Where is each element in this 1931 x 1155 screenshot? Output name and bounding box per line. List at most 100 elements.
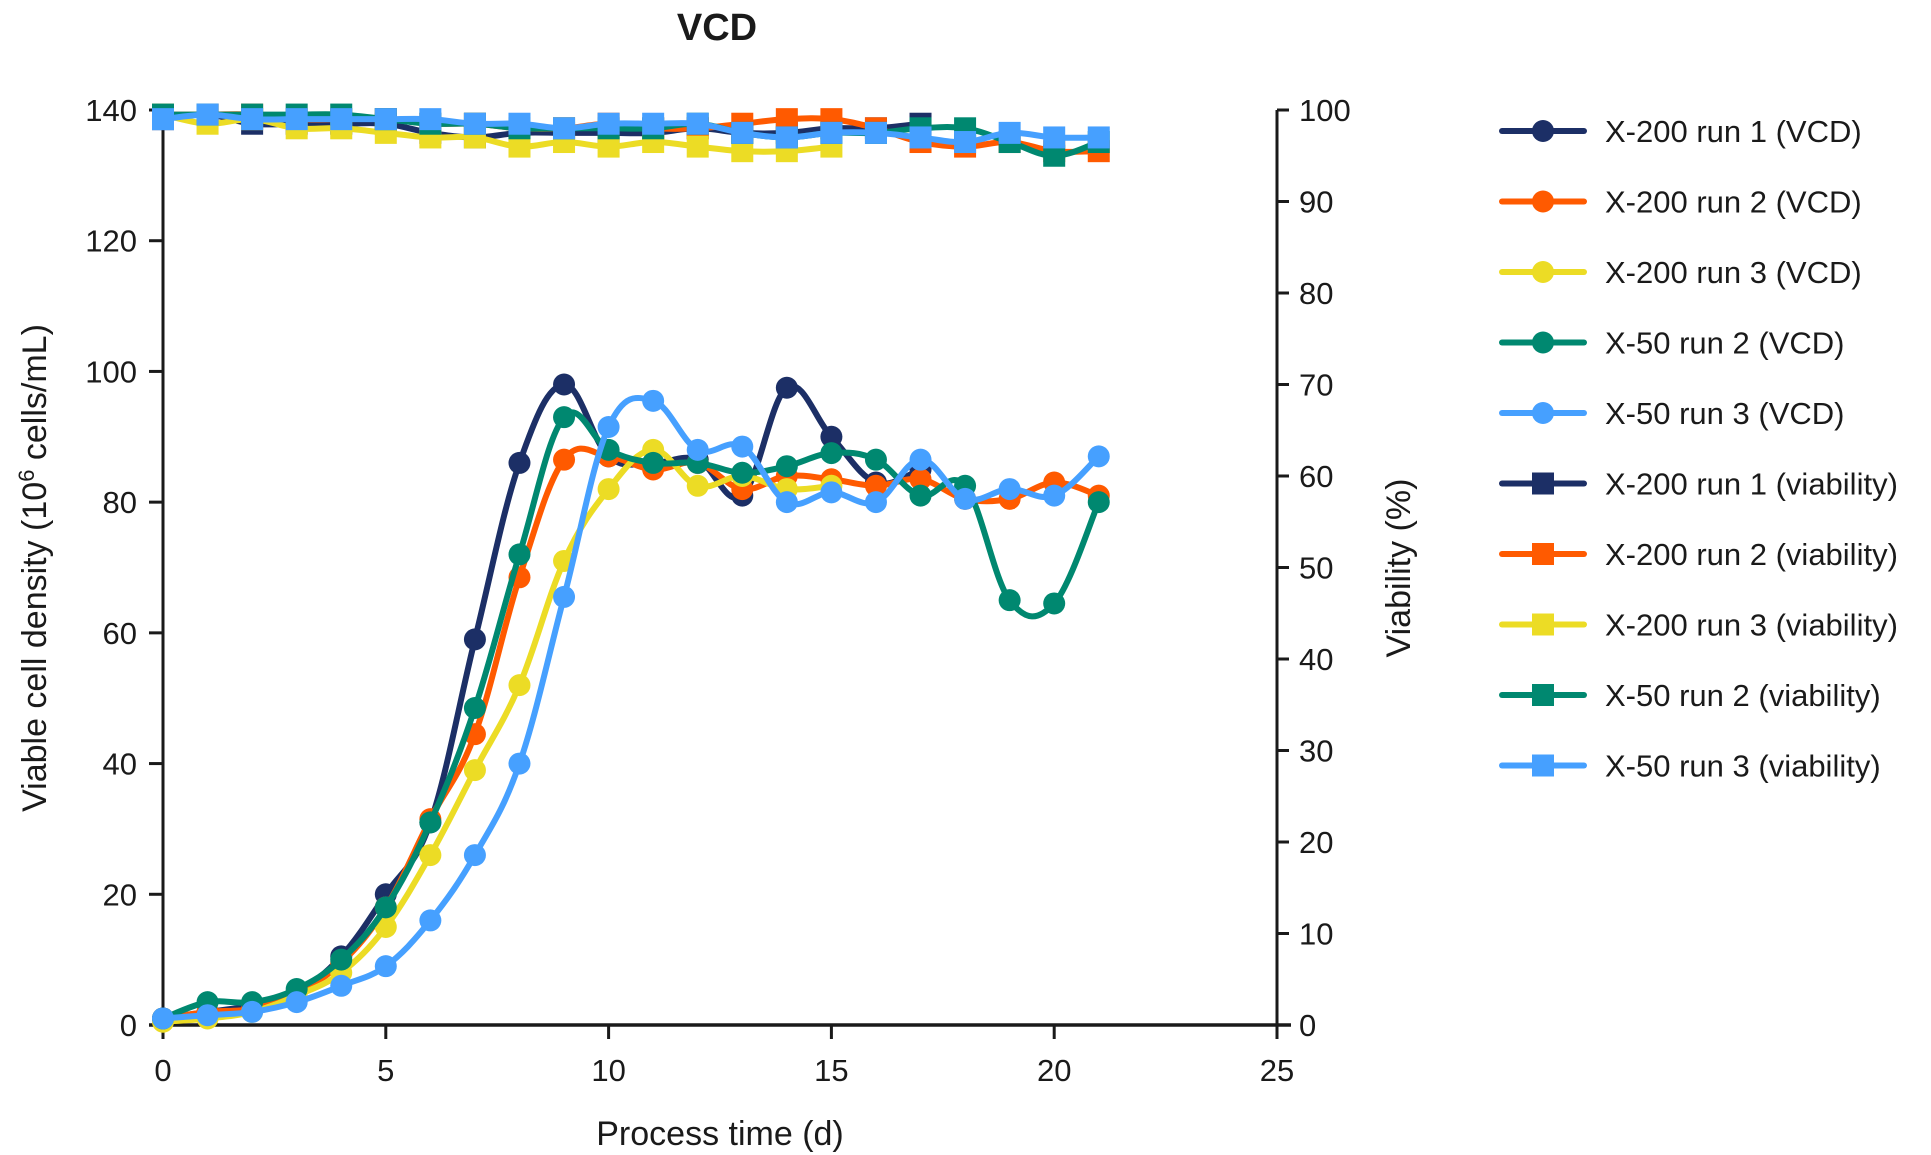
data-point-circle [820, 481, 843, 504]
data-point-circle [642, 389, 665, 412]
data-point-square [553, 117, 576, 140]
x-tick-label: 25 [1260, 1053, 1294, 1088]
legend-label: X-50 run 3 (VCD) [1605, 396, 1844, 431]
series-layer [152, 103, 1110, 1033]
legend-item: X-50 run 3 (VCD) [1499, 396, 1844, 431]
series-line [160, 111, 835, 155]
data-point-circle [553, 406, 576, 429]
chart-title: VCD [677, 7, 757, 49]
data-point-circle [508, 674, 531, 697]
data-point-square [775, 126, 798, 149]
legend-item: X-200 run 3 (viability) [1499, 608, 1898, 643]
legend-label: X-50 run 3 (viability) [1605, 749, 1881, 784]
legend-item: X-50 run 3 (viability) [1499, 749, 1881, 784]
legend: X-200 run 1 (VCD) X-200 run 2 (VCD) X-200 … [1499, 114, 1898, 784]
data-point-circle [285, 991, 308, 1014]
series-x-200-run-3-vcd [152, 438, 843, 1033]
data-point-square [508, 112, 531, 135]
data-point-square [285, 108, 308, 131]
data-point-square [374, 108, 397, 131]
data-point-circle [508, 451, 531, 474]
legend-circle-marker [1532, 402, 1554, 424]
data-point-circle [1043, 592, 1066, 615]
data-point-circle [374, 915, 397, 938]
data-point-circle [463, 697, 486, 720]
y-axis-title-sup: 6 [14, 470, 39, 482]
y2-axis-title: Viability (%) [1380, 479, 1418, 658]
data-point-square [998, 121, 1021, 144]
data-point-circle [864, 448, 887, 471]
data-point-square [954, 131, 977, 154]
x-tick-label: 15 [814, 1053, 848, 1088]
data-point-circle [463, 628, 486, 651]
data-point-square [686, 112, 709, 135]
data-point-circle [553, 448, 576, 471]
data-point-circle [954, 487, 977, 510]
legend-label: X-200 run 3 (VCD) [1605, 255, 1862, 290]
y-tick-label: 120 [85, 224, 137, 259]
legend-square-marker [1532, 684, 1554, 706]
data-point-circle [820, 442, 843, 465]
legend-item: X-200 run 1 (viability) [1499, 467, 1898, 502]
data-point-circle [152, 1007, 174, 1030]
y2-tick-label: 0 [1299, 1008, 1316, 1043]
data-point-circle [998, 589, 1021, 612]
y2-tick-label: 70 [1299, 368, 1333, 403]
x-tick-label: 20 [1037, 1053, 1071, 1088]
data-point-square [597, 135, 620, 158]
data-point-square [686, 135, 709, 158]
data-point-circle [686, 474, 709, 497]
y2-tick-label: 10 [1299, 917, 1333, 952]
data-point-circle [775, 455, 798, 478]
y-tick-label: 100 [85, 354, 137, 389]
legend-square-marker [1532, 543, 1554, 565]
x-tick-label: 10 [591, 1053, 625, 1088]
data-point-circle [820, 425, 843, 448]
data-point-circle [553, 585, 576, 608]
x-tick-label: 0 [154, 1053, 171, 1088]
y-tick-label: 60 [103, 616, 137, 651]
axes: 0 5 10 15 20 25020406080100120140010203040506… [85, 93, 1350, 1088]
data-point-circle [419, 909, 442, 932]
data-point-circle [419, 811, 442, 834]
data-point-circle [642, 451, 665, 474]
y-tick-label: 80 [103, 485, 137, 520]
data-point-square [463, 112, 486, 135]
legend-square-marker [1532, 613, 1554, 636]
y-axis-title: Viable cell density (106 cells/mL) [14, 324, 54, 812]
x-axis-title: Process time (d) [596, 1115, 844, 1153]
data-point-circle [909, 484, 932, 507]
legend-circle-marker [1532, 261, 1554, 283]
series-x-200-run-2-vcd [152, 445, 1110, 1030]
data-point-circle [374, 896, 397, 919]
data-point-circle [998, 478, 1021, 501]
legend-item: X-200 run 2 (VCD) [1499, 185, 1862, 220]
y2-tick-label: 20 [1299, 825, 1333, 860]
data-point-square [731, 140, 754, 163]
y-axis-title-prefix: Viable cell density (10 [16, 482, 54, 812]
legend-item: X-50 run 2 (VCD) [1499, 326, 1844, 361]
data-point-circle [864, 474, 887, 497]
legend-label: X-200 run 3 (viability) [1605, 608, 1898, 643]
legend-square-marker [1532, 754, 1554, 777]
legend-circle-marker [1532, 190, 1554, 213]
series-x-50-run-3-vcd [152, 389, 1110, 1030]
y2-tick-label: 60 [1299, 459, 1333, 494]
y2-tick-label: 100 [1299, 93, 1351, 128]
data-point-circle [775, 491, 798, 514]
y2-tick-label: 30 [1299, 734, 1333, 769]
series-line [160, 445, 1102, 1022]
data-point-square [909, 126, 932, 149]
data-point-square [642, 112, 665, 135]
data-point-square [330, 108, 353, 131]
legend-label: X-200 run 2 (viability) [1605, 537, 1898, 572]
data-point-circle [1087, 491, 1110, 514]
data-point-circle [374, 955, 397, 978]
y2-tick-label: 90 [1299, 185, 1333, 220]
data-point-circle [241, 1000, 264, 1023]
legend-label: X-50 run 2 (VCD) [1605, 326, 1844, 361]
y2-tick-label: 40 [1299, 642, 1333, 677]
data-point-square [820, 121, 843, 144]
data-point-square [1043, 144, 1066, 167]
data-point-square [196, 103, 219, 126]
